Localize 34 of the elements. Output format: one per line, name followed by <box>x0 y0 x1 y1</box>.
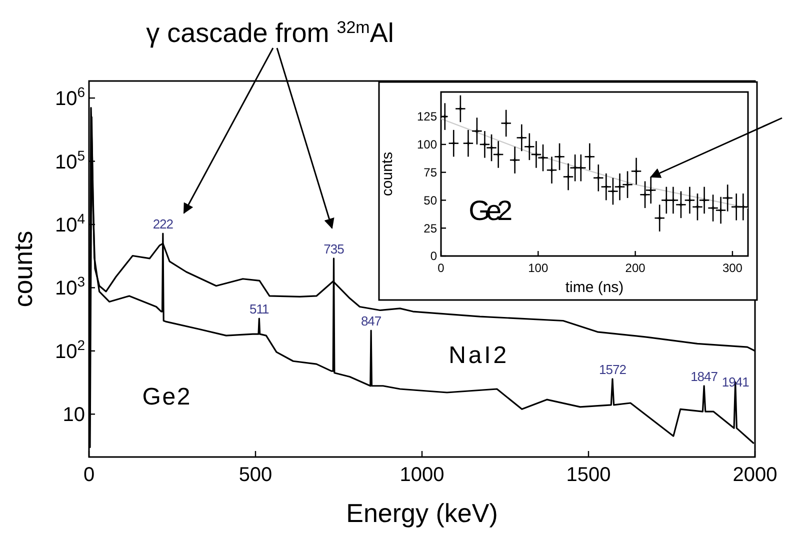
series-label: NaI2 <box>448 342 507 369</box>
y-tick-label: 10 <box>62 404 85 426</box>
y-tick-label: 75 <box>424 166 438 180</box>
x-tick-label: 2000 <box>732 464 778 486</box>
y-tick-label: 100 <box>416 138 438 152</box>
y-axis-title: counts <box>379 152 396 196</box>
chart-title: γ cascade from $^{32m}$Al <box>146 18 394 48</box>
y-tick-label: 0 <box>430 249 438 264</box>
y-tick-label: 125 <box>416 110 438 124</box>
y-tick-label: 25 <box>424 221 438 236</box>
annotation: 511 <box>250 302 270 317</box>
x-tick-label: 500 <box>238 464 272 486</box>
annotation: 735 <box>324 241 344 256</box>
x-tick-label: 1500 <box>566 464 611 486</box>
y-axis-title: counts <box>8 230 38 308</box>
y-tick-label: 10$^{4}$ <box>54 210 86 236</box>
text: Ge2 <box>142 383 190 410</box>
x-axis-title: time (ns) <box>565 279 624 296</box>
y-tick-label: 10$^{5}$ <box>54 147 86 174</box>
annotation: 222 <box>152 216 174 232</box>
x-axis-title: Energy (keV) <box>346 498 498 528</box>
y-tick-label: 10$^{2}$ <box>54 336 86 363</box>
x-tick-label: 1000 <box>400 464 444 486</box>
x-tick-label: 200 <box>625 261 646 275</box>
annotation: 1941 <box>722 374 750 390</box>
x-tick-label: 300 <box>722 261 743 275</box>
series-label: Ge2 <box>468 194 513 226</box>
y-tick-label: 10$^{6}$ <box>54 84 86 110</box>
x-tick-label: 100 <box>528 261 548 275</box>
annotation: 847 <box>360 314 382 329</box>
y-tick-label: 50 <box>424 193 438 208</box>
annotation: 1572 <box>599 362 626 377</box>
y-tick-label: 10$^{3}$ <box>54 274 86 300</box>
annotation: 1847 <box>690 368 718 384</box>
